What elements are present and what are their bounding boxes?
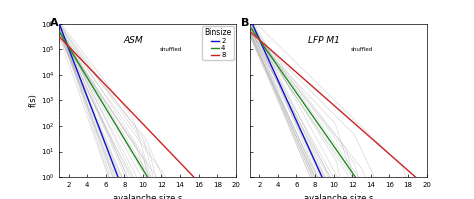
X-axis label: avalanche size s: avalanche size s <box>304 193 373 199</box>
Legend: 2, 4, 8: 2, 4, 8 <box>202 26 234 60</box>
Text: shuffled: shuffled <box>351 47 373 52</box>
Text: A: A <box>50 18 59 28</box>
Y-axis label: f(s): f(s) <box>29 94 38 107</box>
Text: B: B <box>241 18 249 28</box>
Text: shuffled: shuffled <box>160 47 182 52</box>
Text: ASM: ASM <box>124 36 143 45</box>
X-axis label: avalanche size s: avalanche size s <box>113 193 182 199</box>
Text: LFP M1: LFP M1 <box>308 36 340 45</box>
